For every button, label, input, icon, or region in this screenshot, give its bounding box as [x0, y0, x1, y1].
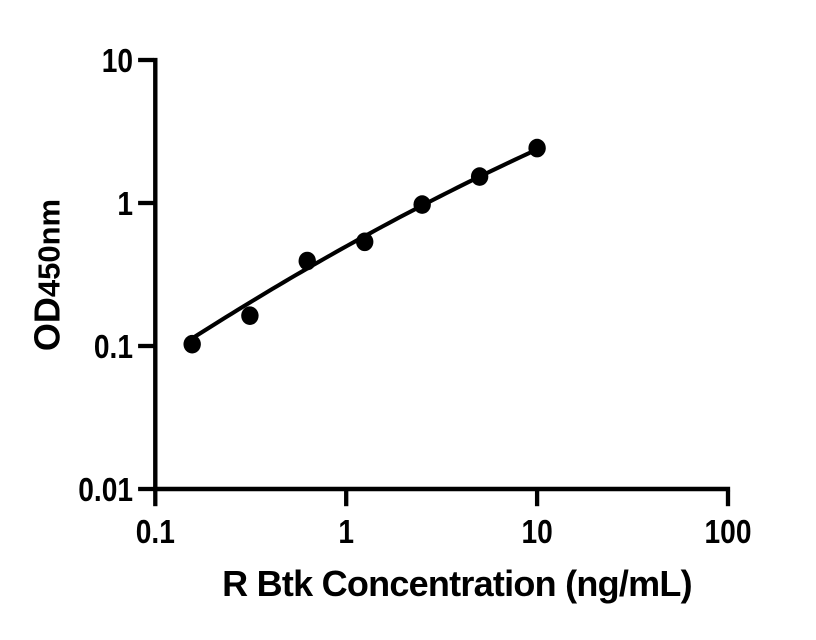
y-axis-title: OD450nm [27, 199, 68, 351]
series-layer [183, 138, 546, 354]
y-tick-label: 10 [102, 42, 133, 80]
x-tick-label: 0.1 [136, 513, 175, 551]
x-tick-label: 100 [705, 513, 752, 551]
x-axis-title: R Btk Concentration (ng/mL) [222, 563, 692, 604]
data-point [470, 167, 489, 186]
axes-layer [138, 57, 731, 507]
data-point [528, 138, 546, 158]
y-axis-title-subscript: 450nm [32, 199, 67, 297]
data-point [183, 334, 201, 354]
y-tick-label: 0.1 [94, 328, 133, 366]
y-axis-title-main: OD [27, 297, 68, 351]
x-tick-label: 10 [521, 513, 552, 551]
x-tick-label: 1 [338, 513, 354, 551]
y-tick-label: 0.01 [78, 471, 133, 509]
data-point [413, 195, 431, 214]
data-point [356, 232, 374, 252]
data-point [241, 306, 259, 325]
y-tick-label: 1 [117, 185, 133, 223]
data-point [298, 251, 316, 271]
